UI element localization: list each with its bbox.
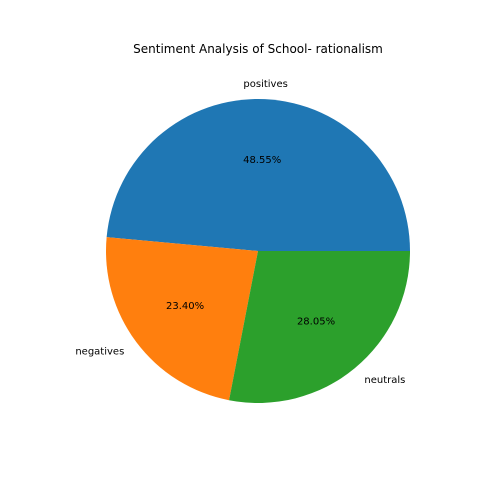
slice-percent-neutrals: 28.05% (297, 316, 335, 327)
slice-label-negatives: negatives (75, 346, 124, 357)
slice-label-positives: positives (243, 79, 287, 90)
slice-label-neutrals: neutrals (364, 375, 405, 386)
pie-slice-negatives (106, 237, 258, 401)
pie-labels: positives 48.55% negatives 23.40% neutrals 28… (75, 79, 405, 386)
pie-slice-positives (106, 98, 411, 251)
chart-title: Sentiment Analysis of School- rationalis… (133, 42, 383, 56)
pie-slices (106, 98, 411, 403)
pie-slice-neutrals (229, 251, 410, 403)
slice-percent-positives: 48.55% (243, 155, 281, 166)
slice-percent-negatives: 23.40% (166, 301, 204, 312)
